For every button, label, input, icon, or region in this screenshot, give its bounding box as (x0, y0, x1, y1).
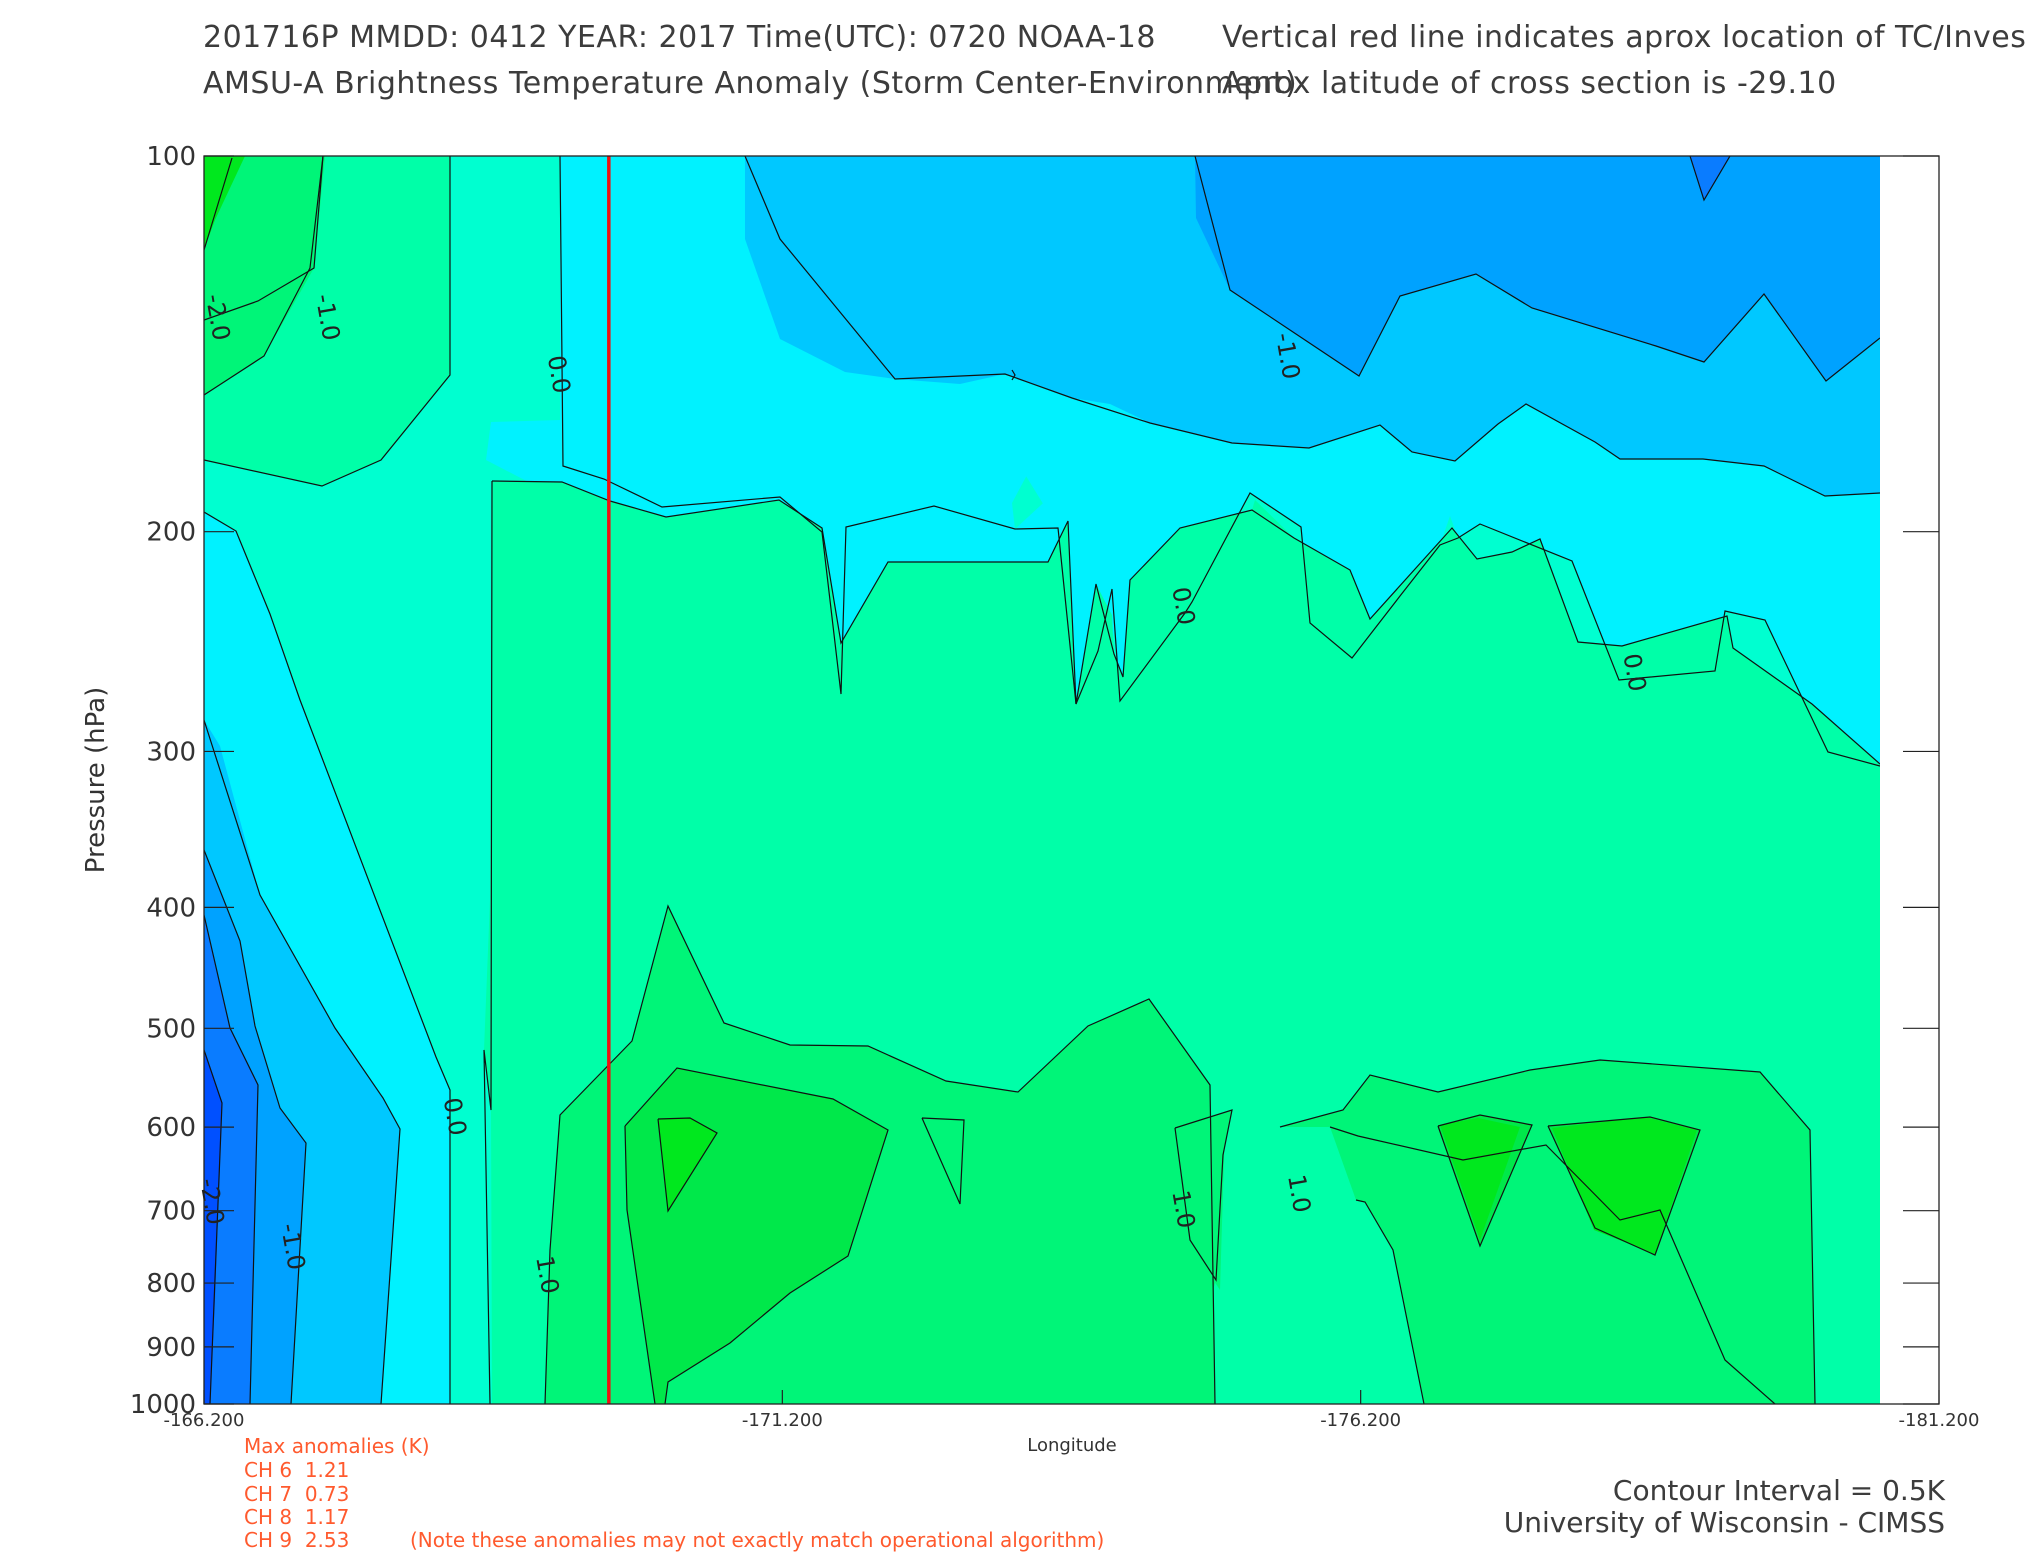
anomalies-title: Max anomalies (K) (244, 1434, 430, 1458)
band-plus2-c (1552, 1117, 1697, 1254)
y-tick-label: 100 (146, 142, 196, 172)
contour-line (204, 914, 259, 1404)
y-tick-label: 600 (146, 1113, 196, 1143)
contour-label: 0.0 (542, 353, 576, 395)
band-plus1-small (1175, 1110, 1232, 1300)
anomaly-row: CH 6 1.21 (244, 1458, 350, 1482)
x-tick-label: -181.200 (1899, 1410, 1980, 1431)
contour-line (544, 904, 1216, 1404)
contour-line (204, 849, 307, 1404)
contour-line (657, 1117, 718, 1213)
contour-line (559, 156, 1880, 767)
x-axis: -166.200 -171.200 -176.200 -181.200 (164, 1390, 1980, 1431)
contour-line (1011, 369, 1016, 381)
plot-frame (203, 155, 1940, 1405)
contour-line (1355, 1199, 1425, 1404)
band-plus2-d (204, 156, 245, 250)
contour-line (204, 1049, 223, 1404)
x-tick-label: -166.200 (164, 1410, 245, 1431)
header-title-line2: AMSU-A Brightness Temperature Anomaly (S… (203, 66, 1298, 101)
band-plus1-top (204, 156, 325, 395)
y-axis: 100 200 300 400 500 600 700 800 900 1000 (130, 142, 1939, 1420)
contour-line (204, 156, 324, 396)
anomaly-row: CH 7 0.73 (244, 1482, 350, 1506)
contour-label: 1.0 (530, 1254, 564, 1296)
y-tick-label: 300 (146, 737, 196, 767)
y-tick-label: 400 (146, 893, 196, 923)
contour-line (1547, 1116, 1701, 1256)
contour-line (624, 1125, 656, 1404)
contour-line (744, 156, 1880, 497)
anomaly-row: CH 9 2.53 (244, 1528, 350, 1552)
contour-line (1174, 1109, 1233, 1282)
contour-line (491, 480, 1880, 765)
x-axis-label: Longitude (1027, 1435, 1117, 1456)
y-tick-label: 1000 (130, 1390, 196, 1420)
band-plus2-a (658, 1118, 717, 1211)
contour-labels: -2.0 -1.00.0 -1.00.00.00.0-2.0-1.01.01.0 1.… (194, 292, 1652, 1296)
contour-line (1329, 1126, 1776, 1404)
contour-line (204, 156, 324, 321)
contour-line (204, 156, 451, 487)
band-plus2-b (1440, 1118, 1520, 1240)
band-plus1-right-fill (1330, 1127, 1775, 1404)
y-tick-label: 700 (146, 1197, 196, 1227)
contour-label: 1.0 (1282, 1172, 1316, 1214)
contour-line (624, 1067, 889, 1404)
band-minus1-5 (1195, 156, 1880, 381)
contour-label: 0.0 (438, 1095, 472, 1137)
x-tick-label: -176.200 (1320, 1410, 1401, 1431)
x-tick-label: -171.200 (742, 1410, 823, 1431)
y-tick-label: 800 (146, 1269, 196, 1299)
header-title-line1: 201716P MMDD: 0412 YEAR: 2017 Time(UTC):… (203, 20, 1156, 55)
contour-line (204, 719, 401, 1404)
y-tick-label: 500 (146, 1014, 196, 1044)
band-minus3-left (204, 1050, 222, 1404)
anomaly-row: CH 8 1.17 (244, 1505, 350, 1529)
contour-line (1194, 156, 1880, 382)
contour-interval: Contour Interval = 0.5K (1612, 1474, 1945, 1507)
band-minus2-left (204, 915, 258, 1404)
y-tick-label: 200 (146, 518, 196, 548)
band-minus2-top (1690, 156, 1730, 200)
credit-text: University of Wisconsin - CIMSS (1503, 1506, 1945, 1539)
contour-line (1689, 156, 1731, 202)
y-tick-label: 900 (146, 1333, 196, 1363)
contour-lines (204, 156, 1880, 1404)
contour-label: 0.0 (1617, 651, 1651, 693)
contour-line (921, 1117, 965, 1205)
y-axis-label: Pressure (hPa) (81, 687, 111, 874)
header-note-line1: Vertical red line indicates aprox locati… (1222, 20, 2025, 55)
contour-line (1279, 1059, 1816, 1404)
contour-line (1437, 1114, 1533, 1248)
anomaly-note: (Note these anomalies may not exactly ma… (410, 1528, 1105, 1552)
contour-line (204, 511, 451, 1404)
contour-fill-layer (204, 156, 1880, 1404)
header-note-line2: Aprox latitude of cross section is -29.1… (1222, 66, 1837, 101)
contour-label: 1.0 (1166, 1188, 1200, 1230)
contour-label: 0.0 (1166, 585, 1200, 627)
contour-line (483, 480, 493, 1404)
contour-line (204, 157, 233, 251)
